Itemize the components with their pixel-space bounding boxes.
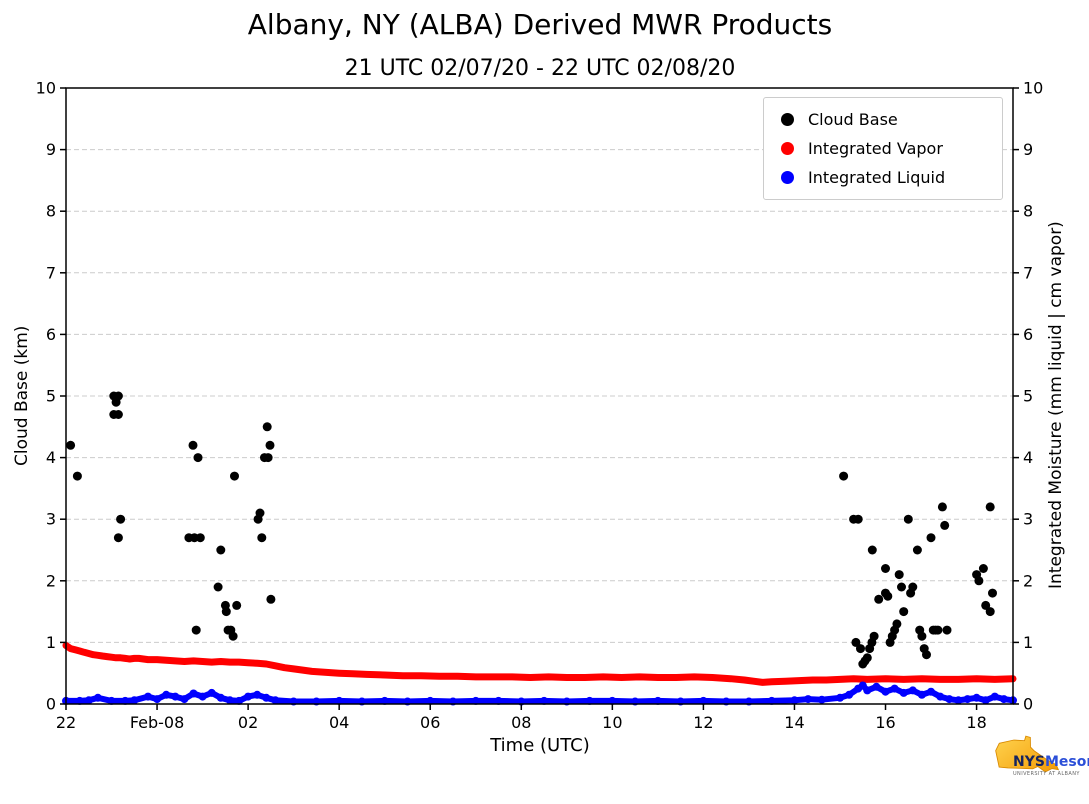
svg-text:Feb-08: Feb-08 <box>130 713 184 732</box>
svg-text:12: 12 <box>693 713 713 732</box>
logo-text: NYSMesonet UNIVERSITY AT ALBANY <box>1013 751 1089 777</box>
svg-text:6: 6 <box>1023 325 1033 344</box>
svg-text:4: 4 <box>46 448 56 467</box>
svg-text:3: 3 <box>46 510 56 529</box>
legend-marker-icon <box>781 142 794 155</box>
legend-item: Integrated Vapor <box>764 134 1002 163</box>
y-axis-label-left: Cloud Base (km) <box>12 325 32 466</box>
svg-text:08: 08 <box>511 713 531 732</box>
svg-text:06: 06 <box>420 713 440 732</box>
svg-text:04: 04 <box>329 713 349 732</box>
logo-mesonet-text: Mesonet <box>1044 754 1089 770</box>
svg-text:5: 5 <box>46 387 56 406</box>
svg-text:2: 2 <box>1023 571 1033 590</box>
logo-subtext: UNIVERSITY AT ALBANY <box>1013 771 1080 777</box>
svg-text:5: 5 <box>1023 387 1033 406</box>
svg-text:14: 14 <box>784 713 804 732</box>
svg-text:4: 4 <box>1023 448 1033 467</box>
svg-text:10: 10 <box>1023 79 1043 98</box>
nys-mesonet-logo: NYSMesonet UNIVERSITY AT ALBANY <box>993 731 1089 799</box>
logo-nys-text: NYS <box>1013 754 1045 770</box>
legend-item: Integrated Liquid <box>764 163 1002 192</box>
chart-title: Albany, NY (ALBA) Derived MWR Products <box>247 8 833 41</box>
svg-text:2: 2 <box>46 571 56 590</box>
svg-text:6: 6 <box>46 325 56 344</box>
legend-marker-icon <box>781 113 794 126</box>
legend: Cloud Base Integrated Vapor Integrated Liq… <box>763 97 1003 200</box>
svg-text:8: 8 <box>46 202 56 221</box>
svg-text:8: 8 <box>1023 202 1033 221</box>
legend-label: Integrated Liquid <box>808 168 946 187</box>
svg-text:02: 02 <box>238 713 258 732</box>
chart-subtitle: 21 UTC 02/07/20 - 22 UTC 02/08/20 <box>344 56 736 81</box>
y-axis-label-right: Integrated Moisture (mm liquid | cm vapo… <box>1046 221 1066 589</box>
svg-text:9: 9 <box>46 140 56 159</box>
svg-text:9: 9 <box>1023 140 1033 159</box>
svg-text:0: 0 <box>46 695 56 714</box>
ny-state-icon <box>995 735 1060 773</box>
legend-item: Cloud Base <box>764 105 1002 134</box>
legend-label: Integrated Vapor <box>808 139 943 158</box>
svg-text:0: 0 <box>1023 695 1033 714</box>
svg-text:22: 22 <box>56 713 76 732</box>
svg-text:7: 7 <box>46 263 56 282</box>
x-axis-label: Time (UTC) <box>490 735 590 756</box>
svg-text:18: 18 <box>966 713 986 732</box>
svg-text:1: 1 <box>46 633 56 652</box>
svg-text:1: 1 <box>1023 633 1033 652</box>
legend-label: Cloud Base <box>808 110 898 129</box>
svg-text:10: 10 <box>36 79 56 98</box>
svg-text:16: 16 <box>875 713 895 732</box>
svg-text:7: 7 <box>1023 263 1033 282</box>
svg-text:10: 10 <box>602 713 622 732</box>
svg-text:3: 3 <box>1023 510 1033 529</box>
legend-marker-icon <box>781 171 794 184</box>
